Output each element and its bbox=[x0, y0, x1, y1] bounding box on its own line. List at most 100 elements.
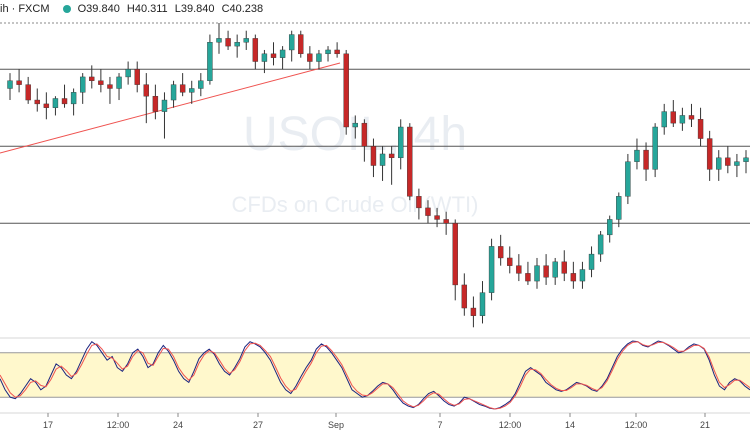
ohlc-high: H40.311 bbox=[126, 3, 168, 15]
candle-body bbox=[597, 234, 604, 255]
x-tick-label: 14 bbox=[565, 420, 575, 430]
candle-body bbox=[216, 38, 222, 43]
watermark-description: CFDs on Crude Oil (WTI) bbox=[232, 192, 479, 217]
candle-body bbox=[588, 253, 595, 270]
candle-body bbox=[134, 69, 140, 85]
ohlc-open: O39.840 bbox=[77, 3, 120, 15]
candle-body bbox=[261, 53, 268, 62]
ohlc-low: L39.840 bbox=[174, 3, 215, 15]
candle-body bbox=[488, 246, 495, 293]
candle-body bbox=[234, 42, 240, 47]
candle-body bbox=[179, 84, 186, 93]
candle-body bbox=[561, 261, 567, 274]
candle-body bbox=[152, 95, 159, 112]
candle-body bbox=[7, 80, 13, 89]
candle-body bbox=[43, 103, 50, 108]
candle-body bbox=[170, 84, 177, 101]
candle-body bbox=[398, 126, 404, 159]
candle-body bbox=[661, 111, 667, 128]
candle-body bbox=[34, 99, 40, 105]
candle-body bbox=[443, 219, 449, 224]
candle-body bbox=[379, 153, 386, 166]
candle-body bbox=[452, 223, 458, 286]
x-tick-label: 21 bbox=[700, 420, 710, 430]
candle-body bbox=[734, 161, 740, 166]
candle-body bbox=[625, 161, 631, 197]
candle-body bbox=[125, 69, 131, 78]
candlestick-series bbox=[7, 23, 749, 328]
trend-line[interactable] bbox=[0, 62, 341, 154]
candle-body bbox=[25, 84, 31, 101]
candle-body bbox=[634, 149, 640, 162]
candle-body bbox=[98, 80, 104, 85]
candle-body bbox=[161, 99, 168, 112]
candle-body bbox=[352, 122, 358, 128]
candle-body bbox=[579, 269, 586, 282]
candle-body bbox=[643, 149, 649, 170]
candle-body bbox=[534, 265, 540, 282]
candle-body bbox=[252, 38, 259, 62]
candle-body bbox=[325, 49, 331, 55]
x-tick-label: 27 bbox=[253, 420, 263, 430]
grid-lines bbox=[0, 337, 750, 414]
candle-body bbox=[116, 76, 122, 89]
x-tick-label: 24 bbox=[173, 420, 183, 430]
candle-body bbox=[225, 38, 231, 47]
candle-body bbox=[497, 246, 504, 259]
candle-body bbox=[425, 207, 431, 216]
candle-body bbox=[61, 98, 68, 105]
candle-body bbox=[407, 126, 413, 197]
candle-body bbox=[198, 80, 204, 89]
candle-body bbox=[743, 157, 749, 162]
candle-body bbox=[607, 219, 613, 236]
ohlc-close: C40.238 bbox=[221, 3, 264, 15]
candle-body bbox=[89, 76, 95, 81]
candle-body bbox=[652, 126, 658, 170]
ohlc-header: ih · FXCM O39.840 H40.311 L39.840 C40.23… bbox=[0, 3, 267, 15]
candle-body bbox=[552, 261, 558, 278]
candle-body bbox=[370, 146, 377, 166]
candle-body bbox=[543, 265, 549, 278]
candle-body bbox=[307, 53, 313, 62]
candle-body bbox=[679, 115, 686, 124]
candle-body bbox=[16, 80, 22, 85]
x-tick-label: 12:00 bbox=[625, 420, 648, 430]
candle-body bbox=[470, 307, 477, 316]
candle-body bbox=[143, 84, 149, 97]
x-tick-label: Sep bbox=[328, 420, 344, 430]
candle-body bbox=[316, 53, 322, 62]
candle-body bbox=[697, 119, 704, 139]
candle-body bbox=[243, 38, 249, 43]
candle-body bbox=[525, 273, 531, 282]
candle-body bbox=[479, 292, 486, 316]
candle-body bbox=[107, 84, 113, 89]
candle-body bbox=[298, 34, 304, 55]
candle-body bbox=[688, 115, 695, 120]
candle-body bbox=[670, 111, 677, 124]
candle-body bbox=[706, 138, 713, 170]
stoch-band bbox=[0, 352, 750, 398]
candle-body bbox=[361, 122, 368, 147]
candle-body bbox=[434, 215, 440, 220]
candle-body bbox=[70, 92, 77, 105]
candle-body bbox=[270, 53, 277, 58]
candle-body bbox=[388, 153, 395, 159]
candle-body bbox=[334, 49, 340, 55]
candle-body bbox=[507, 257, 513, 266]
candle-body bbox=[288, 34, 295, 51]
candle-body bbox=[416, 196, 422, 209]
candle-body bbox=[570, 273, 577, 282]
candle-body bbox=[516, 265, 522, 274]
candle-body bbox=[189, 88, 195, 93]
candle-body bbox=[716, 157, 722, 170]
x-tick-label: 12:00 bbox=[499, 420, 522, 430]
symbol-exchange: ih · FXCM bbox=[0, 3, 50, 15]
status-dot-icon bbox=[62, 5, 71, 14]
x-tick-label: 17 bbox=[43, 420, 53, 430]
candle-body bbox=[616, 196, 622, 220]
stoch-series-line bbox=[0, 341, 750, 410]
x-tick-label: 12:00 bbox=[107, 420, 130, 430]
candle-body bbox=[343, 53, 349, 128]
candle-body bbox=[461, 284, 468, 309]
